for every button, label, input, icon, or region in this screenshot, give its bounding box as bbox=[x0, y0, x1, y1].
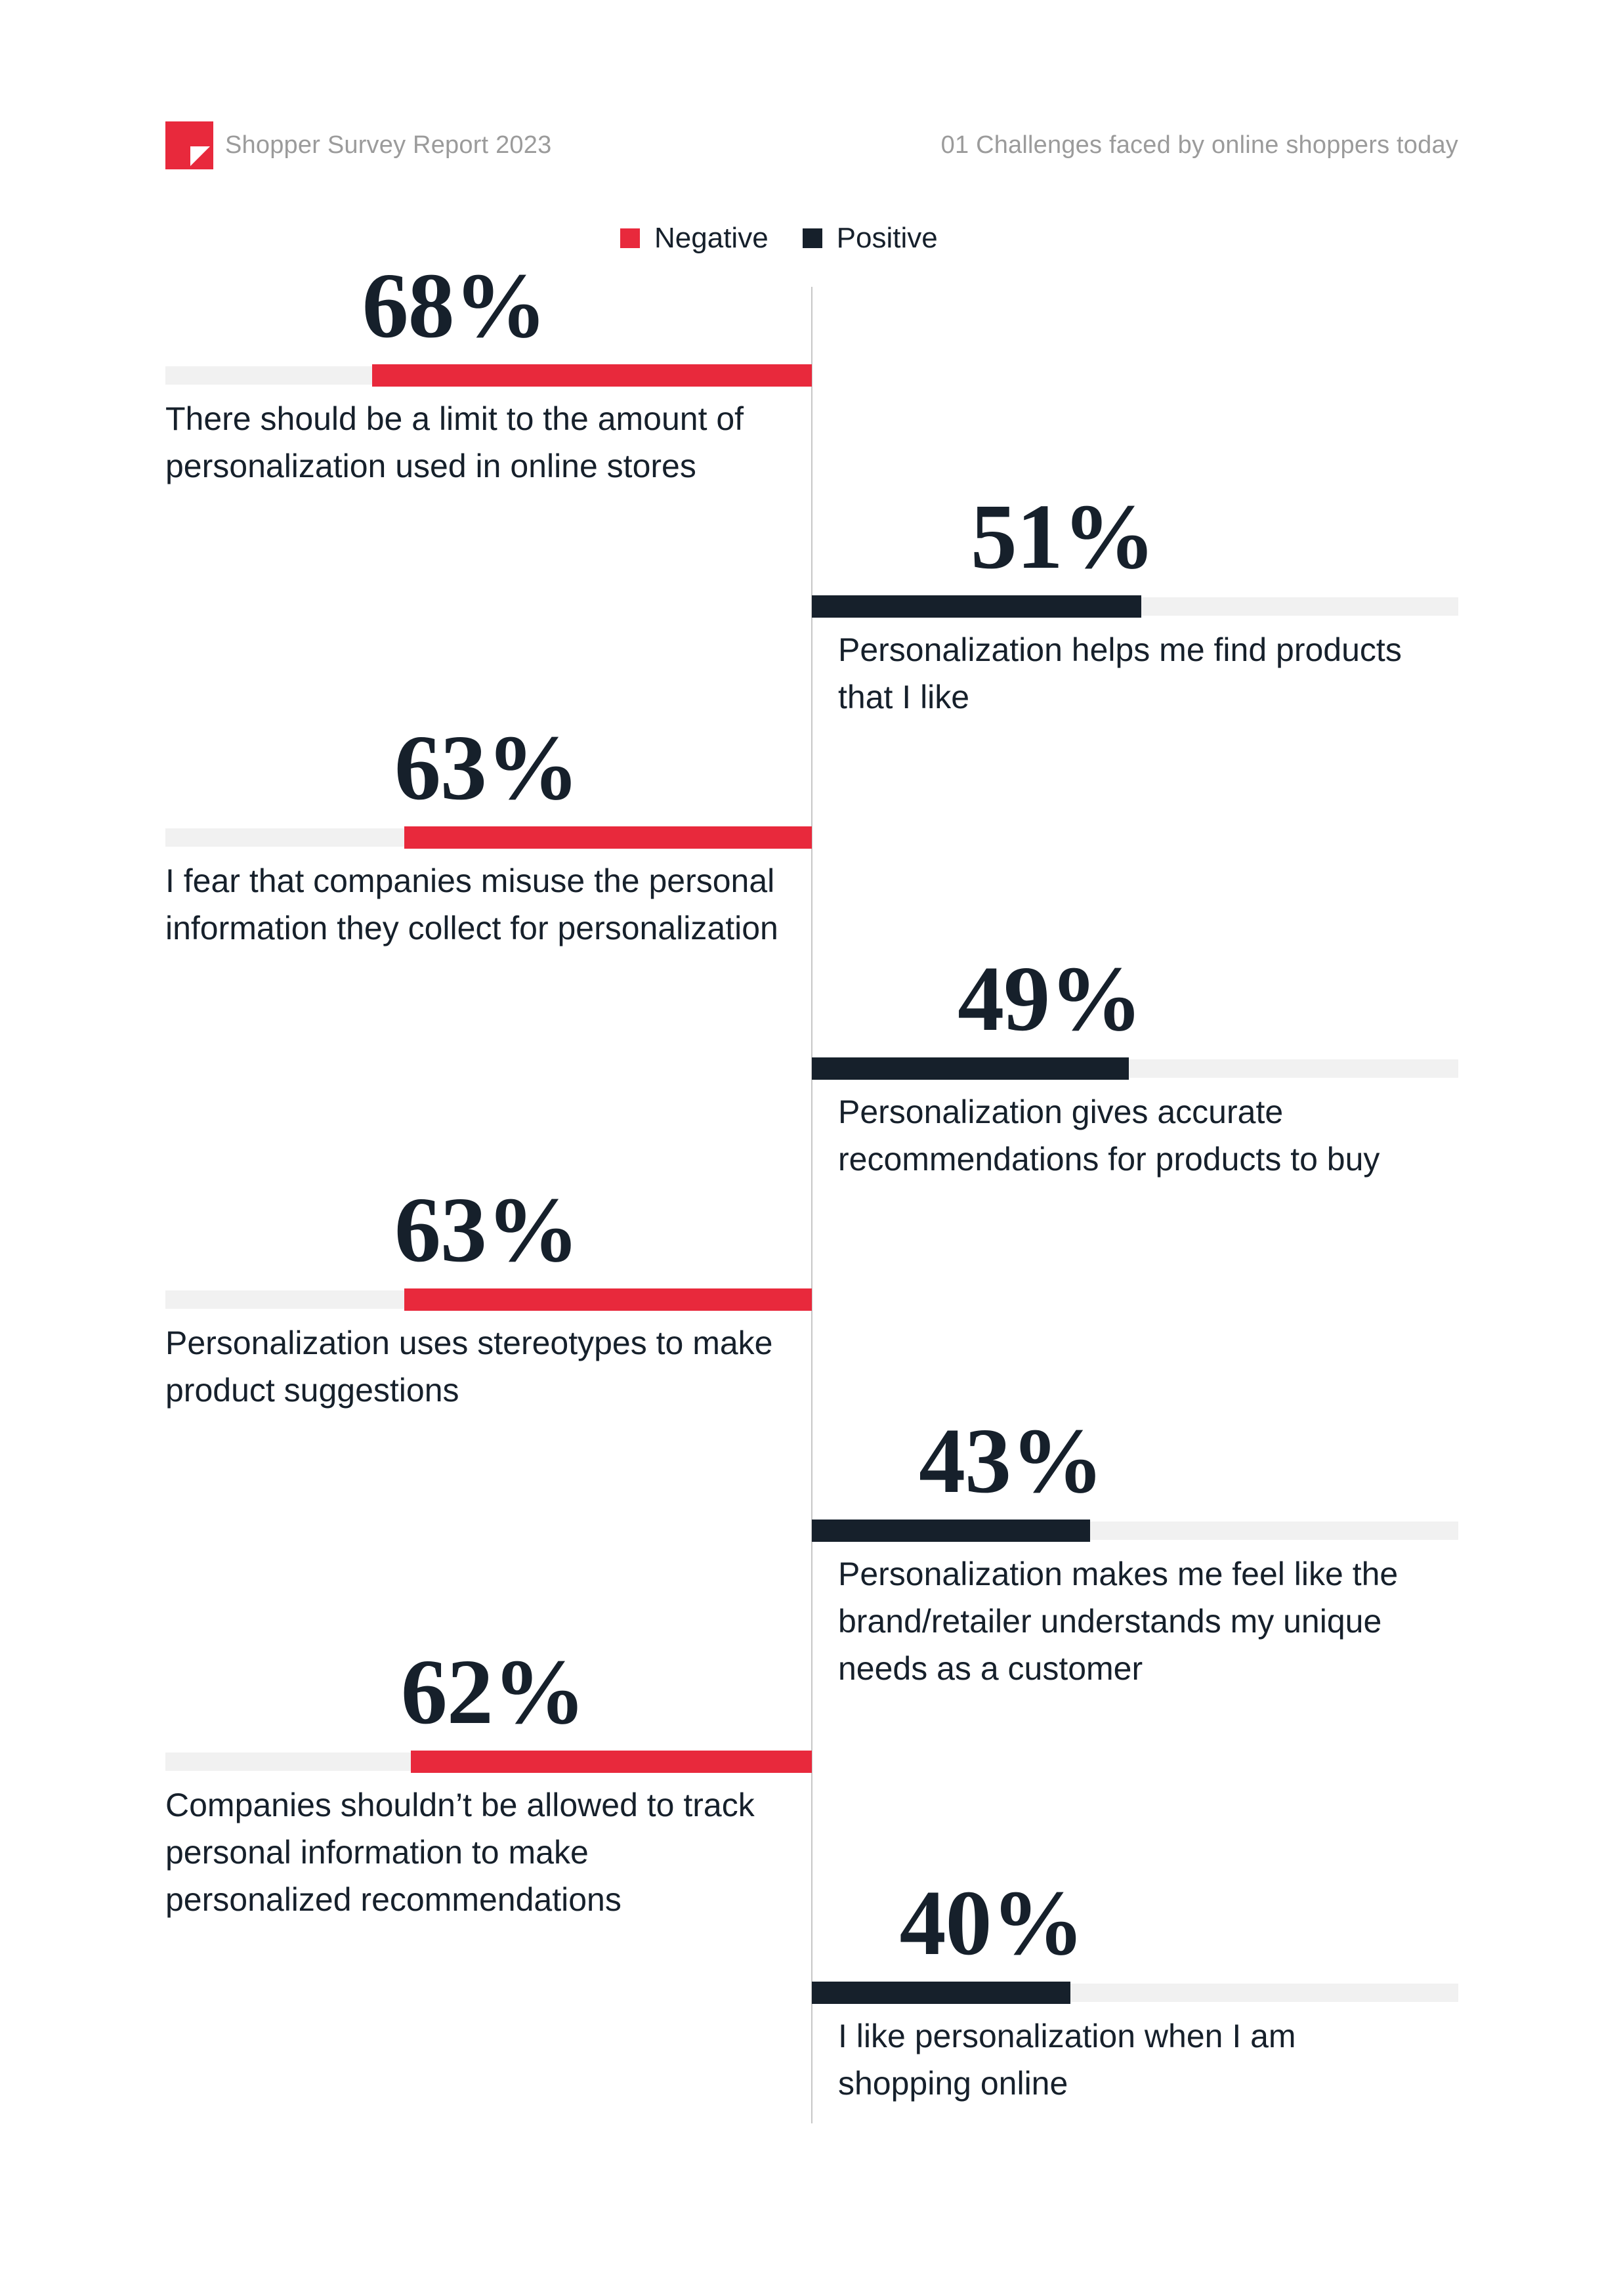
percentage-value: 68% bbox=[362, 253, 547, 357]
percentage-value: 43% bbox=[919, 1409, 1104, 1512]
percentage-value: 51% bbox=[970, 484, 1156, 588]
legend-item-positive: Positive bbox=[802, 222, 938, 255]
legend-item-negative: Negative bbox=[620, 222, 769, 255]
survey-bar-track: 63% Personalization uses stereotypes to … bbox=[165, 1183, 812, 1409]
chart-legend: Negative Positive bbox=[620, 222, 938, 255]
survey-bar-track: 63% I fear that companies misuse the per… bbox=[165, 721, 812, 946]
page-header: Shopper Survey Report 2023 01 Challenges… bbox=[165, 121, 1458, 169]
survey-bar-fill bbox=[404, 1288, 812, 1311]
statement-label: I like personalization when I am shoppin… bbox=[838, 2018, 1296, 2102]
survey-bar-fill bbox=[812, 1057, 1129, 1080]
percentage-value: 40% bbox=[899, 1871, 1085, 1974]
survey-bar-track: 68% There should be a limit to the amoun… bbox=[165, 259, 812, 484]
statement-label: Companies shouldn’t be allowed to track … bbox=[165, 1787, 755, 1918]
statement-label: I fear that companies misuse the persona… bbox=[165, 862, 778, 946]
percentage-value: 49% bbox=[958, 946, 1143, 1050]
legend-positive-label: Positive bbox=[836, 222, 938, 254]
survey-bar-track: 51% Personalization helps me find produc… bbox=[812, 490, 1458, 715]
survey-bar-fill bbox=[812, 1982, 1070, 2004]
survey-bar-fill bbox=[411, 1751, 812, 1773]
logo-fold-triangle-icon bbox=[190, 146, 210, 166]
center-axis-line bbox=[811, 287, 812, 2123]
survey-bar-fill bbox=[372, 364, 812, 387]
survey-bar-track: 62% Companies shouldn’t be allowed to tr… bbox=[165, 1645, 812, 1918]
legend-negative-label: Negative bbox=[654, 222, 769, 254]
brand: Shopper Survey Report 2023 bbox=[165, 121, 551, 169]
percentage-value: 62% bbox=[400, 1640, 586, 1743]
brand-logo-icon bbox=[165, 121, 213, 169]
percentage-value: 63% bbox=[394, 715, 580, 819]
legend-negative-swatch-icon bbox=[620, 228, 640, 248]
survey-bar-track: 43% Personalization makes me feel like t… bbox=[812, 1414, 1458, 1687]
survey-bar-fill bbox=[404, 826, 812, 849]
survey-bar-track: 40% I like personalization when I am sho… bbox=[812, 1876, 1458, 2102]
survey-bar-track: 49% Personalization gives accurate recom… bbox=[812, 952, 1458, 1178]
brand-title: Shopper Survey Report 2023 bbox=[225, 131, 552, 159]
survey-bar-fill bbox=[812, 1520, 1090, 1542]
statement-label: Personalization makes me feel like the b… bbox=[838, 1556, 1399, 1687]
legend-positive-swatch-icon bbox=[802, 228, 822, 248]
survey-bar-fill bbox=[812, 595, 1142, 618]
section-title: 01 Challenges faced by online shoppers t… bbox=[940, 131, 1458, 159]
percentage-value: 63% bbox=[394, 1178, 580, 1281]
statement-label: Personalization uses stereotypes to make… bbox=[165, 1325, 773, 1409]
statement-label: Personalization gives accurate recommend… bbox=[838, 1094, 1380, 1178]
statement-label: There should be a limit to the amount of… bbox=[165, 400, 744, 484]
statement-label: Personalization helps me find products t… bbox=[838, 631, 1402, 715]
